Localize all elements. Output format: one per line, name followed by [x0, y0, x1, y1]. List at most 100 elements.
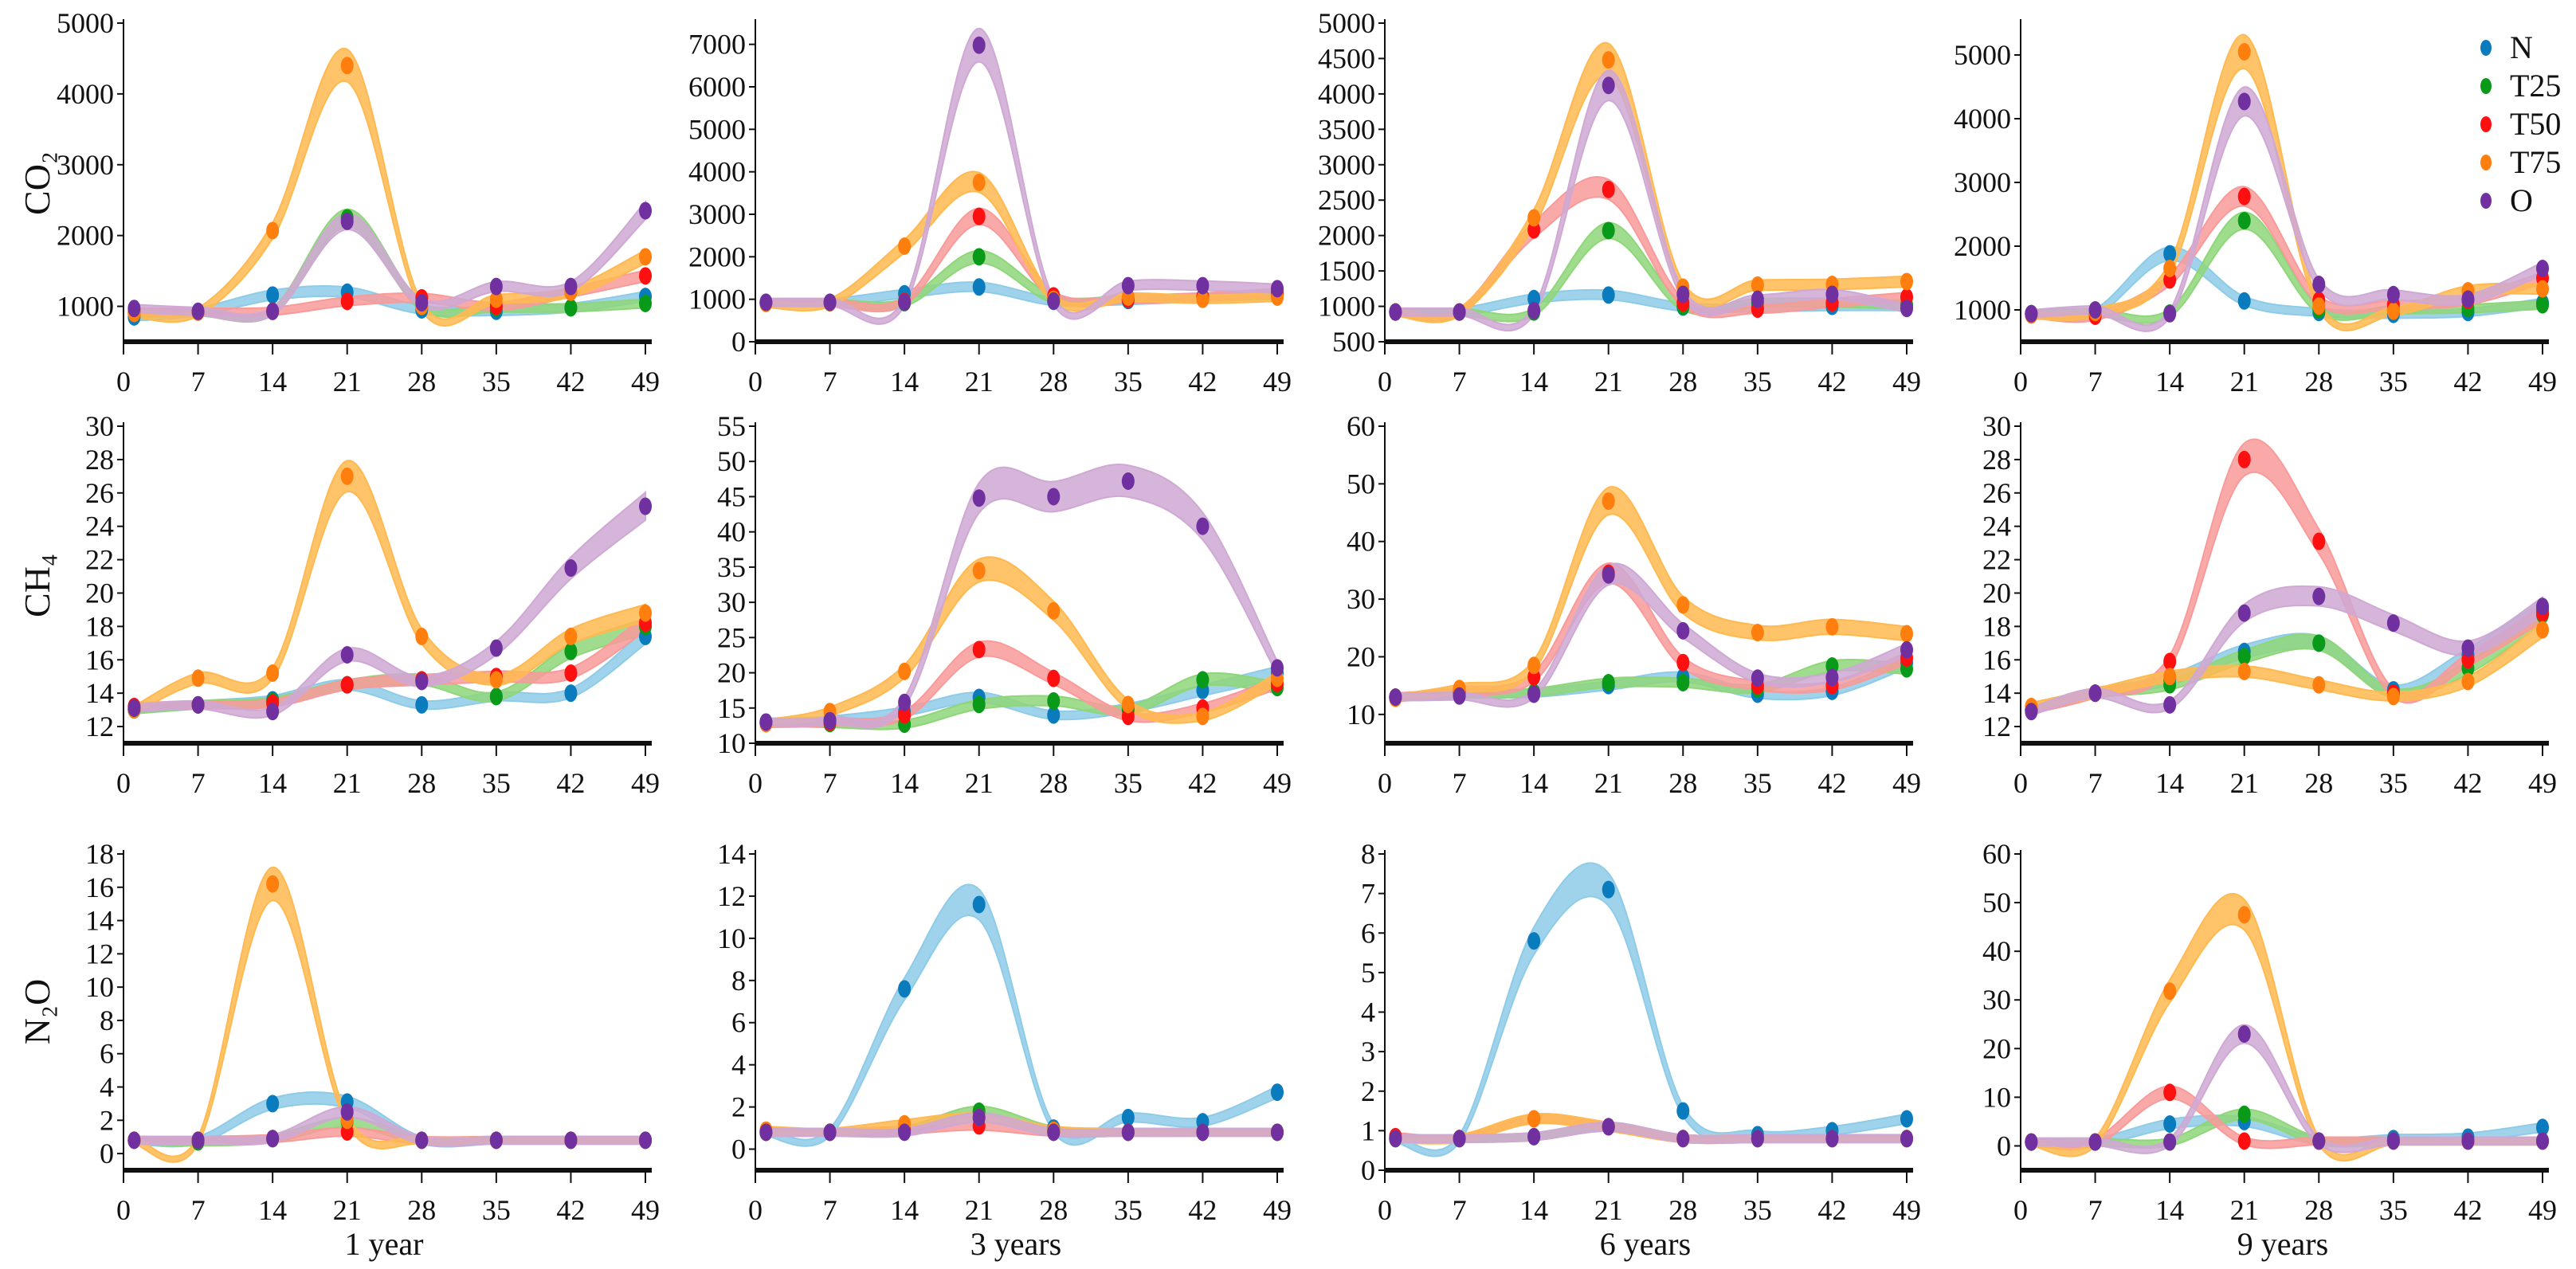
point-o — [639, 1131, 652, 1150]
point-o — [1900, 640, 1913, 659]
y-tick-label: 10 — [85, 971, 114, 1003]
band-n — [765, 883, 1278, 1147]
point-o — [564, 1131, 578, 1150]
point-t75 — [1527, 656, 1541, 675]
point-t75 — [972, 174, 986, 191]
y-tick-label: 7 — [1361, 878, 1375, 910]
x-tick-label: 21 — [965, 767, 994, 799]
y-tick-label: 1000 — [688, 284, 746, 315]
x-tick-label: 35 — [2379, 366, 2408, 398]
y-tick-label: 16 — [1982, 644, 2011, 676]
point-t75 — [1047, 601, 1061, 620]
x-tick-label: 14 — [1519, 767, 1548, 799]
x-tick-label: 21 — [333, 1194, 362, 1226]
panel-ch4-6-years: 0 7 14 21 28 35 42 49 10 20 30 40 50 60 — [1347, 410, 1921, 799]
y-tick-label: 10 — [717, 922, 746, 954]
point-o — [1825, 668, 1839, 687]
col-title-1-year: 1 year — [345, 1226, 424, 1262]
point-o — [1453, 1130, 1466, 1148]
point-t50 — [1602, 180, 1615, 198]
y-tick-label: 40 — [1347, 526, 1375, 558]
x-tick-label: 49 — [631, 767, 660, 799]
y-tick-label: 22 — [85, 544, 114, 576]
point-o — [1676, 1130, 1690, 1148]
y-tick-label: 16 — [85, 644, 114, 676]
x-tick-label: 42 — [1188, 366, 1217, 398]
point-t75 — [2312, 297, 2326, 315]
x-tick-label: 35 — [1743, 767, 1772, 799]
x-tick-label: 0 — [1378, 1194, 1392, 1226]
point-o — [972, 1108, 986, 1126]
x-tick-label: 14 — [890, 366, 919, 398]
y-tick-label: 5000 — [57, 7, 114, 39]
x-tick-label: 35 — [1114, 767, 1143, 799]
point-o — [127, 699, 141, 718]
point-t25 — [1602, 674, 1615, 692]
y-tick-label: 18 — [85, 838, 114, 870]
y-tick-label: 50 — [1347, 468, 1375, 499]
point-o — [972, 36, 986, 54]
point-o — [266, 1130, 280, 1148]
x-tick-label: 42 — [2453, 767, 2482, 799]
point-t50 — [1047, 669, 1061, 687]
point-o — [2461, 1132, 2475, 1150]
x-tick-label: 21 — [1594, 767, 1623, 799]
x-tick-label: 7 — [2088, 1194, 2103, 1226]
x-tick-label: 42 — [556, 366, 585, 398]
col-title-9-years: 9 years — [2237, 1226, 2328, 1262]
point-t50 — [340, 292, 354, 311]
point-o — [564, 559, 578, 578]
y-tick-label: 12 — [85, 938, 114, 969]
x-tick-label: 28 — [407, 1194, 436, 1226]
y-tick-label: 60 — [1347, 410, 1375, 442]
x-tick-label: 35 — [2379, 767, 2408, 799]
point-n — [1271, 1083, 1284, 1102]
point-n — [2163, 1114, 2177, 1133]
x-tick-label: 42 — [2453, 366, 2482, 398]
point-n — [972, 278, 986, 296]
y-tick-label: 2000 — [1318, 220, 1375, 252]
y-tick-label: 1000 — [57, 291, 114, 323]
y-tick-label: 5 — [1361, 957, 1375, 989]
x-tick-label: 7 — [2088, 366, 2103, 398]
point-t75 — [2237, 662, 2251, 680]
point-o — [1271, 280, 1284, 298]
point-t50 — [639, 267, 652, 285]
x-tick-label: 7 — [191, 767, 206, 799]
y-tick-label: 10 — [1347, 699, 1375, 730]
y-tick-label: 28 — [85, 444, 114, 476]
point-o — [823, 293, 837, 311]
x-tick-label: 21 — [1594, 366, 1623, 398]
point-t50 — [340, 676, 354, 694]
point-o — [266, 302, 280, 320]
point-t50 — [898, 706, 912, 724]
x-tick-label: 21 — [2230, 1194, 2259, 1226]
y-tick-label: 25 — [717, 621, 746, 653]
y-tick-label: 3000 — [688, 198, 746, 230]
point-o — [191, 1131, 205, 1150]
x-tick-label: 21 — [2230, 366, 2259, 398]
point-t50 — [1676, 653, 1690, 672]
point-t75 — [972, 562, 986, 580]
x-tick-label: 14 — [1519, 366, 1548, 398]
point-t50 — [2237, 187, 2251, 206]
point-n — [1527, 932, 1541, 950]
point-t75 — [266, 664, 280, 683]
point-t75 — [2386, 687, 2400, 706]
x-tick-label: 28 — [1668, 366, 1697, 398]
y-tick-label: 14 — [85, 677, 114, 709]
point-o — [2386, 1132, 2400, 1150]
point-o — [2536, 597, 2549, 616]
y-tick-label: 0 — [731, 326, 746, 358]
point-n — [1602, 286, 1615, 304]
point-o — [2312, 1132, 2326, 1150]
point-o — [2163, 695, 2177, 714]
point-t75 — [2237, 43, 2251, 61]
point-t25 — [1602, 221, 1615, 240]
legend-marker-t50 — [2480, 116, 2492, 132]
y-tick-label: 1 — [1361, 1114, 1375, 1146]
x-tick-label: 0 — [116, 767, 131, 799]
point-t25 — [564, 299, 578, 317]
x-tick-label: 28 — [1039, 767, 1068, 799]
y-tick-label: 2000 — [57, 220, 114, 252]
